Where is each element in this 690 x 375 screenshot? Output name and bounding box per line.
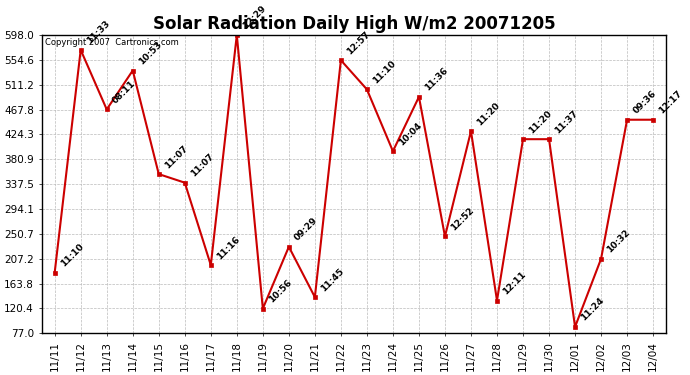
Text: 11:07: 11:07: [189, 152, 215, 178]
Text: 11:33: 11:33: [85, 19, 112, 46]
Text: 11:45: 11:45: [319, 266, 346, 293]
Text: 12:52: 12:52: [449, 206, 475, 232]
Text: 12:17: 12:17: [658, 89, 684, 116]
Text: 11:36: 11:36: [423, 66, 450, 93]
Text: 11:16: 11:16: [215, 234, 242, 261]
Text: 12:11: 12:11: [501, 270, 528, 296]
Text: 10:04: 10:04: [397, 120, 424, 147]
Text: 10:53: 10:53: [137, 40, 164, 66]
Text: 12:57: 12:57: [345, 29, 372, 56]
Text: 11:37: 11:37: [553, 108, 580, 135]
Text: 11:20: 11:20: [527, 108, 553, 135]
Text: 08:11: 08:11: [111, 79, 137, 105]
Text: Copyright 2007  Cartronics.com: Copyright 2007 Cartronics.com: [45, 38, 179, 47]
Text: 11:10: 11:10: [59, 242, 86, 268]
Text: 11:20: 11:20: [475, 100, 502, 127]
Text: 10:56: 10:56: [267, 278, 293, 304]
Text: 11:10: 11:10: [371, 59, 397, 85]
Title: Solar Radiation Daily High W/m2 20071205: Solar Radiation Daily High W/m2 20071205: [152, 15, 555, 33]
Text: 10:32: 10:32: [605, 228, 632, 255]
Text: 11:07: 11:07: [163, 143, 190, 170]
Text: 11:24: 11:24: [579, 296, 606, 323]
Text: 09:36: 09:36: [631, 89, 658, 116]
Text: 09:29: 09:29: [293, 216, 319, 243]
Text: 12:29: 12:29: [241, 4, 268, 31]
